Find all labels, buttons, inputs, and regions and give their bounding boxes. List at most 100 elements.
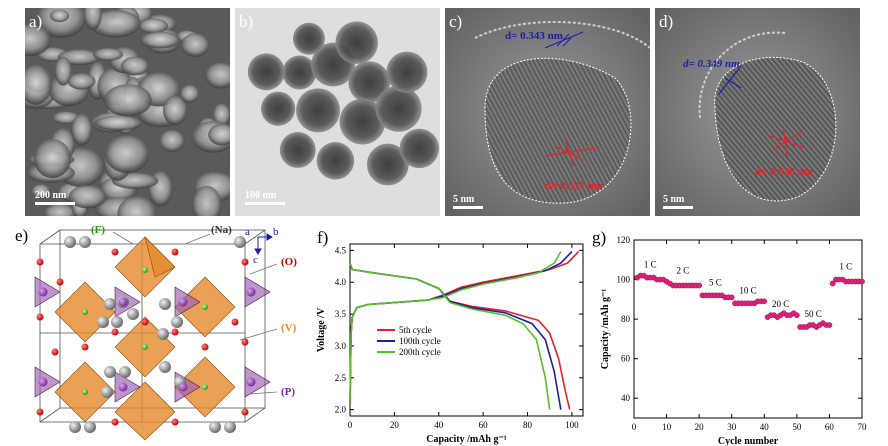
sodium-atom	[104, 366, 116, 378]
oxygen-atom	[36, 408, 44, 416]
f-series-charge-line-3	[349, 251, 562, 404]
panel-letter-c: c)	[449, 12, 463, 31]
g-data-point	[859, 278, 865, 285]
tem-particle	[335, 21, 379, 64]
phosphorus-atom	[118, 382, 128, 392]
sem-particle	[163, 95, 188, 126]
atoms-group	[36, 236, 256, 433]
label-sodium: (Na)	[211, 224, 232, 236]
sem-particle	[213, 103, 230, 127]
panel-letter-g: g)	[592, 228, 607, 247]
g-x-tick-label: 0	[632, 422, 637, 432]
f-legend-label-3: 200th cycle	[399, 347, 441, 357]
scalebar-d-label: 5 nm	[663, 194, 685, 205]
f-legend-label-1: 5th cycle	[399, 325, 432, 335]
oxygen-atom	[81, 343, 89, 351]
f-x-tick-label: 100	[565, 420, 579, 430]
sem-particle	[104, 84, 152, 117]
g-plot-frame	[633, 239, 863, 419]
scalebar-d-bar	[663, 206, 693, 209]
sem-particle	[31, 184, 51, 199]
phosphorus-atom	[178, 297, 188, 307]
fluorine-atom	[202, 384, 208, 390]
sodium-atom	[79, 236, 91, 248]
g-rate-label: 2 C	[676, 266, 689, 276]
phosphorus-atom	[38, 287, 48, 297]
sem-particle	[71, 113, 93, 146]
tem-low-mag	[235, 8, 440, 216]
tem-particle	[279, 132, 316, 168]
oxygen-atom	[171, 418, 179, 426]
crystal-structure-drawing	[34, 229, 278, 441]
hrtem-c-lattice	[445, 8, 650, 216]
label-axis-b: b	[273, 226, 279, 238]
sodium-atom	[157, 328, 169, 340]
tem-particle	[260, 91, 296, 126]
tem-particle	[386, 51, 428, 93]
g-x-axis-label: Cycle number	[718, 436, 779, 446]
scalebar-c: 5 nm	[453, 194, 483, 209]
g-x-tick-label: 20	[695, 422, 705, 432]
g-x-tick-label: 70	[858, 422, 868, 432]
label-vanadium: (V)	[281, 322, 297, 334]
sem-particle	[181, 33, 210, 57]
scalebar-c-label: 5 nm	[453, 194, 475, 205]
f-y-tick-label: 2.0	[335, 405, 347, 415]
sodium-atom	[101, 386, 113, 398]
oxygen-atom	[241, 258, 249, 266]
tem-particle	[375, 85, 422, 132]
sodium-atom	[224, 421, 236, 433]
sodium-atom	[104, 298, 116, 310]
panel-a-sem-image: a) 200 nm	[25, 8, 230, 216]
oxygen-atom	[36, 258, 44, 266]
g-x-tick-label: 60	[825, 422, 835, 432]
sem-particle	[33, 139, 72, 179]
d-spacing-blue-d: d= 0.349 nm	[683, 58, 740, 70]
g-data-point	[794, 312, 800, 319]
g-rate-label: 1 C	[839, 262, 852, 272]
label-fluorine: (F)	[91, 224, 106, 236]
sem-particle	[94, 115, 143, 131]
sem-particle	[83, 8, 102, 31]
f-x-tick-label: 0	[348, 420, 353, 430]
sem-particle	[204, 62, 230, 89]
sem-particle	[117, 196, 157, 216]
sem-particle	[137, 18, 169, 34]
tem-particle	[282, 55, 317, 90]
panel-e-crystal-structure: e) (F) (Na) a b c (O) (V) (P)	[15, 222, 315, 446]
f-x-axis-label: Capacity /mAh g⁻¹	[426, 434, 507, 445]
label-oxygen: (O)	[281, 256, 297, 268]
f-x-tick-label: 20	[390, 420, 400, 430]
scalebar-b: 100 nm	[245, 190, 285, 205]
sem-particle	[54, 56, 72, 86]
label-phosphorus: (P)	[281, 386, 296, 398]
sodium-atom	[119, 366, 131, 378]
scalebar-a-label: 200 nm	[35, 190, 67, 201]
panel-d-hrtem-image: d) d= 0.349 nm d= 0.528 nm 5 nm	[655, 8, 860, 216]
oxygen-atom	[241, 408, 249, 416]
oxygen-atom	[171, 328, 179, 336]
sodium-atom	[69, 421, 81, 433]
f-x-tick-label: 80	[523, 420, 533, 430]
sodium-atom	[234, 236, 246, 248]
fluorine-atom	[142, 267, 148, 273]
sem-particle	[25, 64, 53, 105]
g-y-tick-label: 120	[617, 235, 631, 245]
tem-particle	[292, 22, 325, 55]
hrtem-d-lattice	[655, 8, 860, 216]
scalebar-a: 200 nm	[35, 190, 75, 205]
sem-particle	[159, 129, 185, 152]
g-y-axis-label: Capacity /mAh g⁻¹	[600, 289, 611, 370]
tem-particle	[247, 53, 285, 91]
d-spacing-red-d: d= 0.528 nm	[755, 166, 813, 178]
f-legend-label-2: 100th cycle	[399, 336, 441, 346]
d-spacing-blue-c: d= 0.343 nm	[505, 30, 563, 42]
panel-letter-b: b)	[239, 12, 254, 31]
g-x-tick-label: 30	[727, 422, 737, 432]
sodium-atom	[111, 316, 123, 328]
label-axis-a: a	[245, 226, 250, 238]
sem-particle	[191, 185, 222, 216]
sem-particle	[104, 135, 150, 173]
fluorine-atom	[202, 304, 208, 310]
sem-particle	[67, 73, 96, 90]
